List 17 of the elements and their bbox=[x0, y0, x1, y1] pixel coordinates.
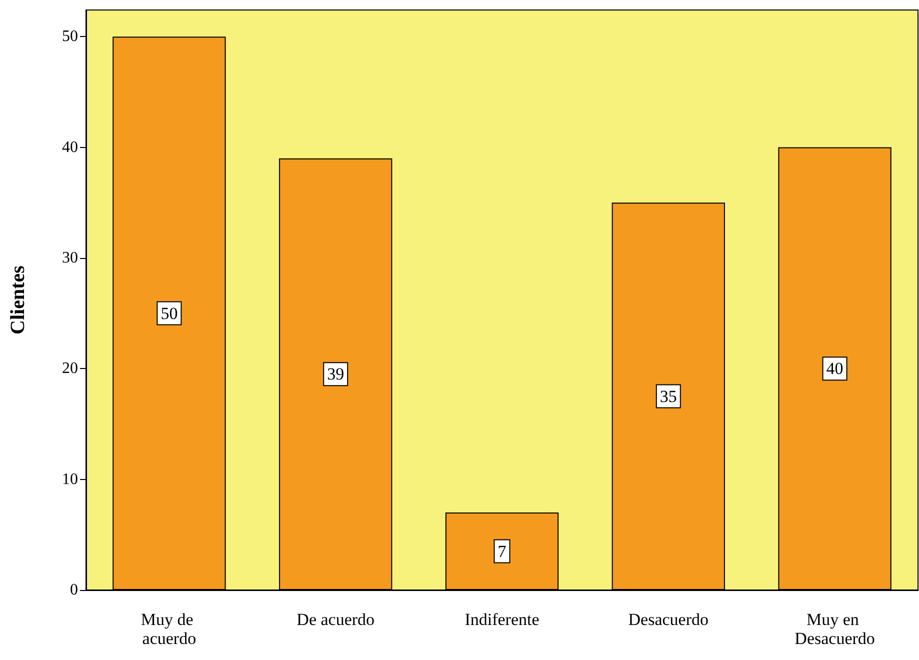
x-tick-label: Muy en Desacuerdo bbox=[794, 610, 875, 648]
y-tick-label: 10 bbox=[62, 470, 78, 488]
data-label: 50 bbox=[160, 304, 178, 323]
data-label: 40 bbox=[826, 359, 844, 378]
x-tick-label: Indiferente bbox=[464, 610, 540, 629]
x-tick-label: De acuerdo bbox=[296, 610, 375, 629]
y-tick-label: 50 bbox=[62, 28, 78, 46]
data-label: 35 bbox=[660, 386, 677, 406]
y-tick-label: 0 bbox=[70, 582, 78, 598]
y-axis-title: Clientes bbox=[7, 265, 29, 334]
y-tick-label: 20 bbox=[62, 360, 78, 378]
y-tick-label: 40 bbox=[62, 138, 78, 156]
data-label: 39 bbox=[327, 364, 344, 384]
x-tick-label: Desacuerdo bbox=[628, 610, 709, 629]
data-label: 7 bbox=[498, 542, 507, 561]
y-tick-label: 30 bbox=[62, 249, 78, 266]
x-tick-label: Muy de acuerdo bbox=[140, 610, 198, 648]
